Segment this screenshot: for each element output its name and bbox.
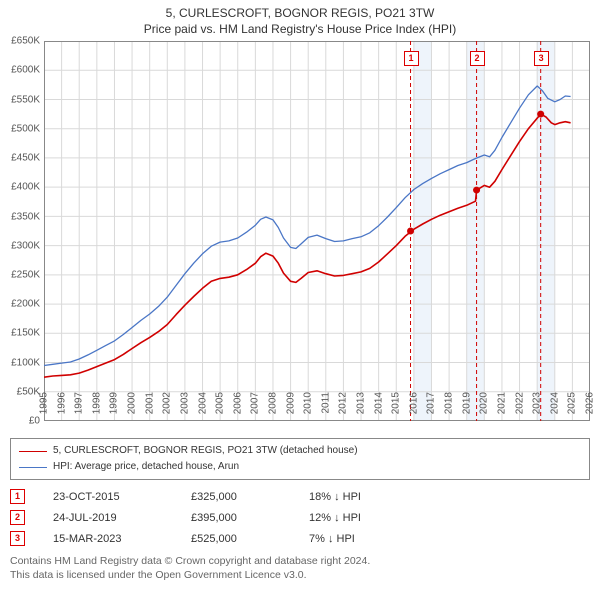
sale-marker-flag: 1 [10,489,25,504]
legend-label: HPI: Average price, detached house, Arun [53,459,239,475]
y-axis-ticks: £0£50K£100K£150K£200K£250K£300K£350K£400… [0,41,40,421]
x-tick-label: 2017 [426,392,437,414]
x-tick-label: 1997 [74,392,85,414]
sale-row: 3 15-MAR-2023 £525,000 7% ↓ HPI [10,528,590,549]
y-tick-label: £150K [11,328,40,339]
y-tick-label: £600K [11,65,40,76]
x-tick-label: 2012 [338,392,349,414]
x-tick-label: 2015 [391,392,402,414]
plot-svg [44,41,590,421]
y-tick-label: £350K [11,211,40,222]
footer-line1: Contains HM Land Registry data © Crown c… [10,555,590,569]
x-tick-label: 2025 [567,392,578,414]
chart-container: { "title_line1": "5, CURLESCROFT, BOGNOR… [0,0,600,590]
y-tick-label: £300K [11,240,40,251]
y-tick-label: £250K [11,270,40,281]
x-tick-label: 2008 [267,392,278,414]
plot-area: £0£50K£100K£150K£200K£250K£300K£350K£400… [44,41,590,421]
sales-table: 1 23-OCT-2015 £325,000 18% ↓ HPI 2 24-JUL-201… [10,486,590,549]
sale-delta: 7% ↓ HPI [309,533,399,545]
legend-box: 5, CURLESCROFT, BOGNOR REGIS, PO21 3TW (… [10,438,590,480]
x-tick-label: 2006 [232,392,243,414]
y-tick-label: £200K [11,299,40,310]
sale-date: 23-OCT-2015 [53,491,163,503]
y-tick-label: £550K [11,94,40,105]
sale-date: 24-JUL-2019 [53,512,163,524]
x-tick-label: 2016 [408,392,419,414]
legend-row: 5, CURLESCROFT, BOGNOR REGIS, PO21 3TW (… [19,443,581,459]
x-tick-label: 2021 [496,392,507,414]
x-tick-label: 2023 [532,392,543,414]
sale-delta: 18% ↓ HPI [309,491,399,503]
x-tick-label: 2022 [514,392,525,414]
x-tick-label: 2014 [373,392,384,414]
sale-marker-flag: 2 [10,510,25,525]
x-tick-label: 2024 [549,392,560,414]
x-tick-label: 2002 [162,392,173,414]
sale-marker-flag: 3 [534,51,549,66]
x-tick-label: 1995 [39,392,50,414]
y-tick-label: £500K [11,123,40,134]
title-subtitle: Price paid vs. HM Land Registry's House … [0,22,600,38]
sale-price: £395,000 [191,512,281,524]
sale-delta: 12% ↓ HPI [309,512,399,524]
legend-swatch [19,451,47,452]
x-tick-label: 2011 [320,392,331,414]
legend-swatch [19,467,47,468]
sale-price: £525,000 [191,533,281,545]
title-address: 5, CURLESCROFT, BOGNOR REGIS, PO21 3TW [0,6,600,22]
x-tick-label: 2004 [197,392,208,414]
sale-row: 1 23-OCT-2015 £325,000 18% ↓ HPI [10,486,590,507]
y-tick-label: £650K [11,36,40,47]
x-tick-label: 2003 [179,392,190,414]
y-tick-label: £400K [11,182,40,193]
x-tick-label: 2001 [144,392,155,414]
below-chart: 5, CURLESCROFT, BOGNOR REGIS, PO21 3TW (… [10,438,590,582]
x-tick-label: 2020 [479,392,490,414]
x-tick-label: 2007 [250,392,261,414]
footer: Contains HM Land Registry data © Crown c… [10,555,590,582]
x-tick-label: 2000 [127,392,138,414]
y-tick-label: £100K [11,357,40,368]
x-tick-label: 2010 [303,392,314,414]
y-tick-label: £50K [17,386,40,397]
sale-marker-flag: 1 [404,51,419,66]
x-tick-label: 2005 [215,392,226,414]
sale-row: 2 24-JUL-2019 £395,000 12% ↓ HPI [10,507,590,528]
sale-date: 15-MAR-2023 [53,533,163,545]
x-tick-label: 2026 [585,392,596,414]
x-tick-label: 1996 [56,392,67,414]
footer-line2: This data is licensed under the Open Gov… [10,569,590,583]
x-tick-label: 1999 [109,392,120,414]
x-tick-label: 2018 [444,392,455,414]
x-tick-label: 2009 [285,392,296,414]
sale-price: £325,000 [191,491,281,503]
legend-label: 5, CURLESCROFT, BOGNOR REGIS, PO21 3TW (… [53,443,358,459]
sale-marker-flag: 2 [470,51,485,66]
x-tick-label: 2013 [356,392,367,414]
chart-titles: 5, CURLESCROFT, BOGNOR REGIS, PO21 3TW P… [0,0,600,37]
legend-row: HPI: Average price, detached house, Arun [19,459,581,475]
x-tick-label: 1998 [91,392,102,414]
y-tick-label: £450K [11,153,40,164]
y-tick-label: £0 [29,416,40,427]
sale-marker-flag: 3 [10,531,25,546]
x-tick-label: 2019 [461,392,472,414]
